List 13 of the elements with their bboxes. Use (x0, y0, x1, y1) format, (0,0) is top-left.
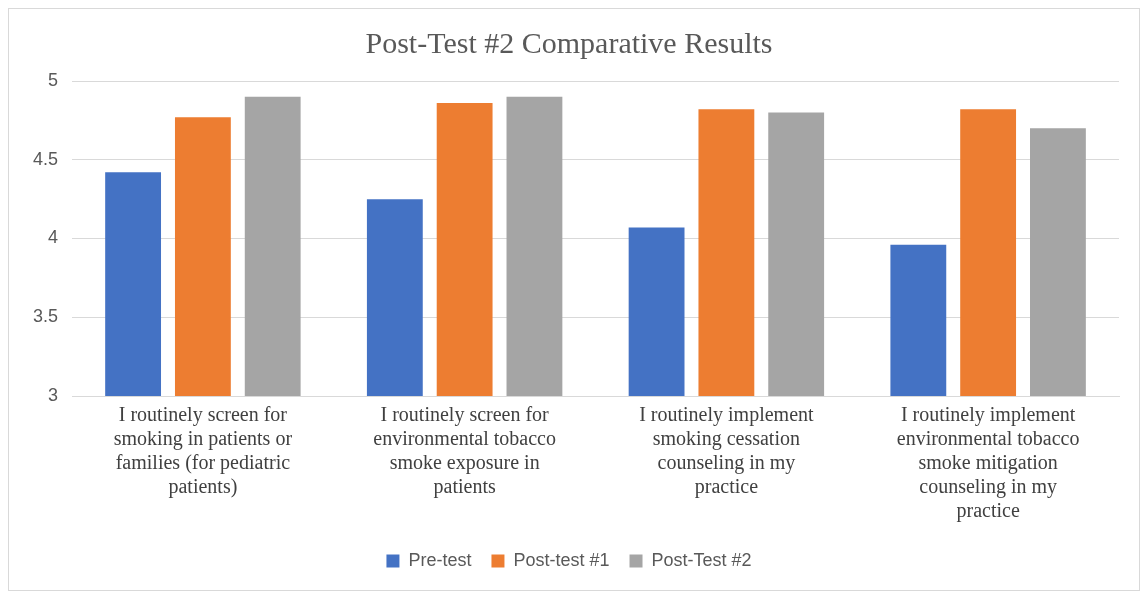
x-tick-label: I routinely implement smoking cessation counseling in my practice (639, 403, 815, 499)
legend-label: Pre-test (408, 549, 472, 570)
y-tick-label: 3 (48, 384, 59, 405)
y-tick-label: 4.5 (32, 148, 59, 169)
y-tick-label: 3.5 (32, 306, 59, 327)
x-tick-label: I routinely screen for smoking in patients or families (for pediatric patients) (113, 403, 293, 499)
legend-label: Post-test #1 (513, 549, 610, 570)
x-tick-label: I routinely screen for environmental tobacco smoke exposure in patients (373, 403, 556, 499)
x-tick-label: I routinely implement environmental tobacco smoke mitigation counseling in my practice (896, 403, 1080, 523)
y-tick-label: 5 (48, 69, 59, 90)
chart-title: Post-Test #2 Comparative Results (365, 25, 773, 59)
y-tick-label: 4 (48, 227, 59, 248)
legend-label: Post-Test #2 (651, 549, 752, 570)
